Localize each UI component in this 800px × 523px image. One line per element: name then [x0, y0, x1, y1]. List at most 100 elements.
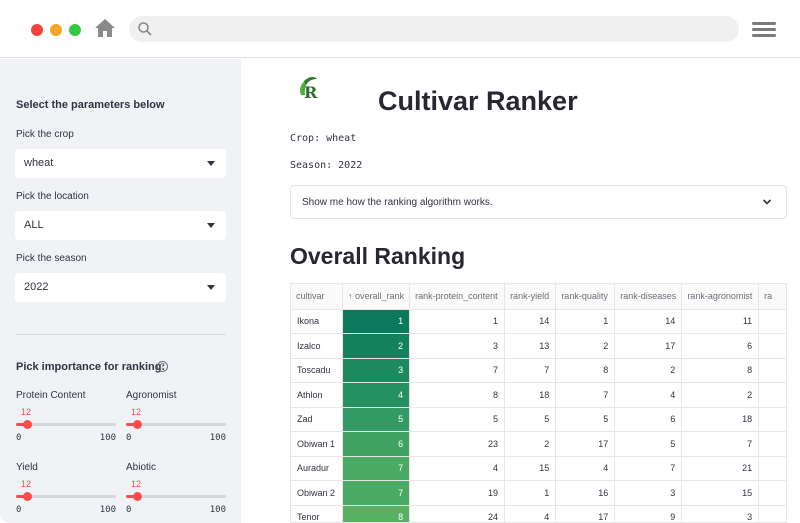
slider-label-protein: Protein Content — [16, 390, 86, 401]
slider-min: 0 — [16, 433, 22, 443]
rank-cell: 13 — [504, 333, 557, 359]
col-header-rank-quality[interactable]: rank-quality — [555, 284, 616, 310]
truncated-cell — [758, 505, 787, 522]
address-bar[interactable] — [129, 16, 739, 42]
table-row[interactable]: Tenor 8 24 4 17 9 3 — [291, 505, 787, 522]
table-row[interactable]: Izalco 2 3 13 2 17 6 — [291, 333, 787, 359]
menu-icon[interactable] — [752, 22, 776, 38]
slider-protein[interactable]: 12 0 100 — [16, 407, 116, 447]
table-row[interactable]: Ikona 1 1 14 1 14 11 — [291, 309, 787, 334]
crop-select[interactable]: wheat — [15, 149, 226, 178]
slider-fill — [16, 495, 28, 498]
table-row[interactable]: Zad 5 5 5 5 6 18 — [291, 407, 787, 432]
overall-rank-cell: 6 — [342, 431, 411, 457]
slider-track[interactable] — [126, 495, 226, 498]
rank-cell: 5 — [614, 431, 683, 457]
slider-min: 0 — [16, 505, 22, 515]
rank-cell: 1 — [504, 480, 557, 506]
slider-track[interactable] — [16, 423, 116, 426]
col-header-rank-protein[interactable]: rank-protein_content — [409, 284, 506, 310]
rank-cell: 2 — [681, 382, 760, 408]
app-logo: R — [300, 76, 318, 101]
expander-label: Show me how the ranking algorithm works. — [302, 197, 493, 208]
table-header-row: cultivar ↑ overall_rank rank-protein_con… — [291, 284, 787, 310]
table-row[interactable]: Toscadu 3 7 7 8 2 8 — [291, 358, 787, 383]
rank-cell: 5 — [504, 407, 557, 432]
slider-yield[interactable]: 12 0 100 — [16, 479, 116, 519]
slider-abiotic[interactable]: 12 0 100 — [126, 479, 226, 519]
truncated-cell — [758, 333, 787, 359]
importance-label: Pick importance for ranking: — [16, 361, 166, 373]
col-header-rank-diseases[interactable]: rank-diseases — [614, 284, 683, 310]
col-header-rank-agronomist[interactable]: rank-agronomist — [681, 284, 760, 310]
rank-cell: 9 — [614, 505, 683, 522]
ranking-table[interactable]: cultivar ↑ overall_rank rank-protein_con… — [290, 283, 787, 523]
minimize-window-button[interactable] — [50, 24, 62, 36]
rank-cell: 1 — [555, 309, 616, 334]
crop-select-value: wheat — [24, 157, 54, 169]
rank-cell: 19 — [409, 480, 506, 506]
slider-thumb[interactable] — [23, 420, 32, 429]
rank-cell: 8 — [409, 382, 506, 408]
slider-max: 100 — [209, 505, 226, 515]
col-header-rank-yield[interactable]: rank-yield — [504, 284, 557, 310]
rank-cell: 8 — [681, 358, 760, 383]
cultivar-cell: Obiwan 2 — [291, 480, 344, 506]
table-row[interactable]: Obiwan 1 6 23 2 17 5 7 — [291, 431, 787, 457]
rank-cell: 7 — [409, 358, 506, 383]
table-row[interactable]: Athlon 4 8 18 7 4 2 — [291, 382, 787, 408]
slider-track[interactable] — [126, 423, 226, 426]
svg-text:R: R — [304, 83, 318, 101]
chevron-down-icon — [207, 223, 215, 228]
col-header-cultivar[interactable]: cultivar — [291, 284, 344, 310]
season-select-value: 2022 — [24, 281, 49, 293]
location-select[interactable]: ALL — [15, 211, 226, 240]
slider-max: 100 — [99, 433, 116, 443]
overall-rank-cell: 2 — [342, 333, 411, 359]
cultivar-cell: Ikona — [291, 309, 344, 334]
slider-thumb[interactable] — [133, 492, 142, 501]
table-row[interactable]: Obiwan 2 7 19 1 16 3 15 — [291, 480, 787, 506]
question-circle-icon[interactable]: ? — [157, 361, 168, 372]
rank-cell: 1 — [409, 309, 506, 334]
rank-cell: 7 — [504, 358, 557, 383]
season-select[interactable]: 2022 — [15, 273, 226, 302]
rank-cell: 15 — [681, 480, 760, 506]
location-label: Pick the location — [16, 191, 89, 202]
rank-cell: 11 — [681, 309, 760, 334]
section-title: Overall Ranking — [290, 243, 466, 269]
close-window-button[interactable] — [31, 24, 43, 36]
cultivar-cell: Zad — [291, 407, 344, 432]
truncated-cell — [758, 431, 787, 457]
chevron-down-icon — [207, 285, 215, 290]
rank-cell: 6 — [681, 333, 760, 359]
overall-rank-cell: 1 — [342, 309, 411, 334]
rank-cell: 15 — [504, 456, 557, 481]
slider-max: 100 — [99, 505, 116, 515]
slider-thumb[interactable] — [133, 420, 142, 429]
slider-fill — [16, 423, 28, 426]
rank-cell: 14 — [614, 309, 683, 334]
chevron-down-icon — [762, 199, 772, 205]
cultivar-cell: Toscadu — [291, 358, 344, 383]
slider-thumb[interactable] — [23, 492, 32, 501]
rank-cell: 5 — [555, 407, 616, 432]
col-header-truncated[interactable]: ra — [758, 284, 787, 310]
maximize-window-button[interactable] — [69, 24, 81, 36]
crop-info: Crop: wheat — [290, 133, 357, 144]
rank-cell: 17 — [555, 431, 616, 457]
home-icon[interactable] — [94, 18, 116, 38]
slider-agronomist[interactable]: 12 0 100 — [126, 407, 226, 447]
cultivar-cell: Athlon — [291, 382, 344, 408]
algorithm-expander[interactable]: Show me how the ranking algorithm works. — [290, 185, 787, 219]
col-header-overall-rank[interactable]: ↑ overall_rank — [342, 284, 411, 310]
rank-cell: 3 — [681, 505, 760, 522]
rank-cell: 4 — [409, 456, 506, 481]
slider-track[interactable] — [16, 495, 116, 498]
cultivar-cell: Auradur — [291, 456, 344, 481]
rank-cell: 24 — [409, 505, 506, 522]
rank-cell: 21 — [681, 456, 760, 481]
table-row[interactable]: Auradur 7 4 15 4 7 21 — [291, 456, 787, 481]
season-info: Season: 2022 — [290, 160, 363, 171]
slider-min: 0 — [126, 505, 132, 515]
